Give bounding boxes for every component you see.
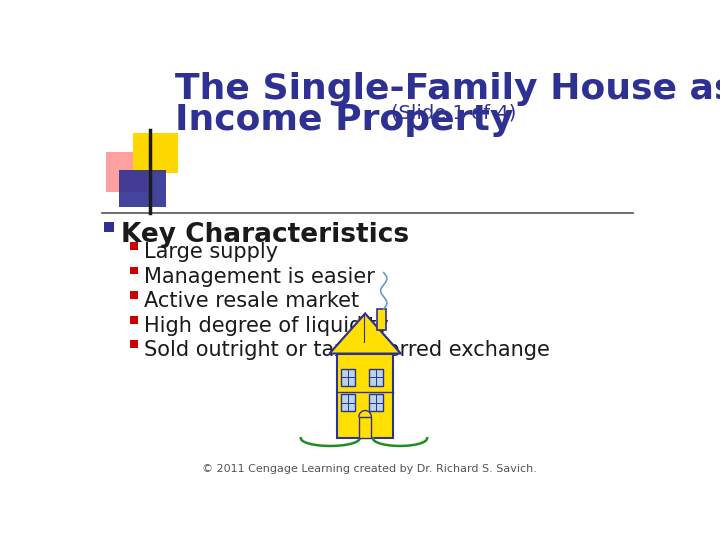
Bar [341, 369, 355, 386]
Bar [337, 354, 393, 438]
Bar [132, 132, 178, 173]
Text: Large supply: Large supply [144, 242, 279, 262]
Bar [130, 316, 138, 323]
Bar [369, 369, 383, 386]
Bar [130, 267, 138, 274]
Text: The Single-Family House as: The Single-Family House as [175, 72, 720, 106]
Bar [359, 417, 372, 438]
Bar [120, 170, 166, 207]
Text: Sold outright or tax deferred exchange: Sold outright or tax deferred exchange [144, 340, 550, 361]
Bar [106, 152, 152, 192]
Bar [130, 242, 138, 249]
Bar [130, 340, 138, 348]
Bar [104, 222, 114, 232]
Text: © 2011 Cengage Learning created by Dr. Richard S. Savich.: © 2011 Cengage Learning created by Dr. R… [202, 464, 536, 475]
Text: Management is easier: Management is easier [144, 267, 375, 287]
Text: Active resale market: Active resale market [144, 291, 359, 311]
Text: (Slide 1 of 4): (Slide 1 of 4) [391, 103, 516, 122]
Bar [369, 394, 383, 411]
Bar [341, 394, 355, 411]
Bar [377, 309, 386, 330]
Text: High degree of liquidity: High degree of liquidity [144, 316, 389, 336]
Text: Key Characteristics: Key Characteristics [121, 222, 409, 248]
Text: Income Property: Income Property [175, 103, 513, 137]
Bar [130, 291, 138, 299]
Polygon shape [330, 314, 401, 354]
